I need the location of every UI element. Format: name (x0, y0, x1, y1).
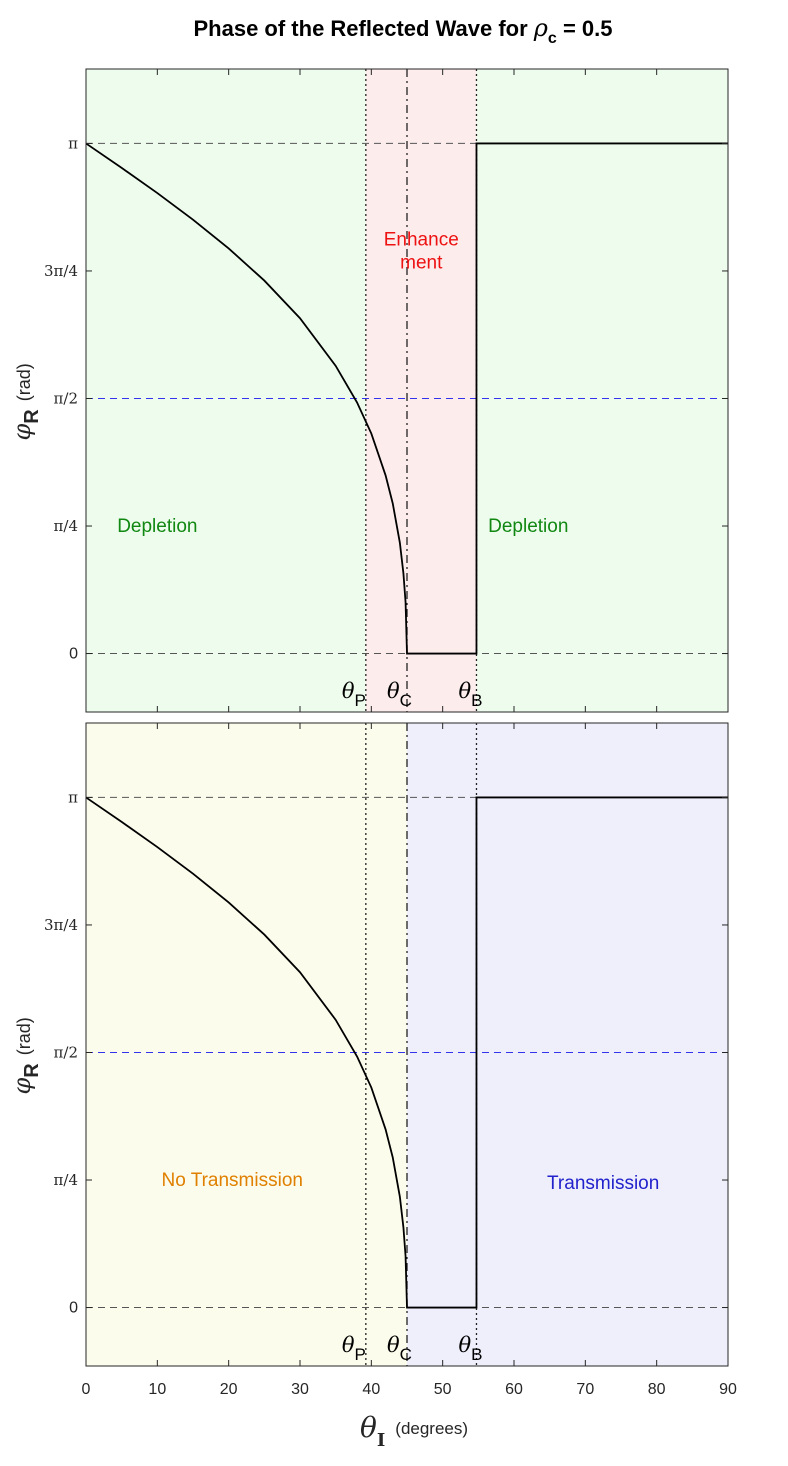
top-marker-symbol-P: θ (342, 679, 355, 703)
top-marker-subscript-B: B (471, 691, 482, 710)
bottom-x-tick-label: 0 (82, 1381, 91, 1398)
top-marker-subscript-P: P (354, 691, 365, 710)
top-marker-label-C: θC (387, 679, 412, 710)
bottom-y-axis-symbol: φ (8, 1078, 36, 1095)
top-marker-label-P: θP (342, 679, 366, 710)
bottom-marker-label-C: θC (387, 1333, 412, 1364)
bottom-x-tick-label: 30 (291, 1381, 309, 1398)
bottom-x-tick-label: 20 (220, 1381, 238, 1398)
top-y-tick-label: π/2 (54, 389, 78, 407)
bottom-phase-curve (85, 796, 728, 1309)
top-region-label-right: Depletion (488, 516, 568, 537)
top-marker-symbol-B: θ (458, 679, 471, 703)
chart-title-suffix: = 0.5 (562, 16, 613, 41)
top-region-green-2 (476, 69, 728, 712)
bottom-x-axis-subscript: I (377, 1430, 385, 1451)
bottom-axes-frame (85, 722, 729, 1367)
top-marker-label-B: θB (458, 679, 482, 710)
top-region-green-0 (86, 69, 366, 712)
bottom-y-tick-label: π (68, 788, 78, 806)
top-y-axis-symbol: φ (8, 424, 36, 441)
bottom-x-tick-label: 60 (505, 1381, 523, 1398)
top-region-label-left: Depletion (117, 516, 197, 537)
bottom-x-tick-label: 40 (362, 1381, 380, 1398)
chart-title-subscript: c (547, 30, 557, 47)
bottom-marker-label-B: θB (458, 1333, 482, 1364)
top-axes-frame (85, 68, 729, 713)
bottom-region-yellow-0 (86, 723, 407, 1366)
bottom-y-axis-subscript: R (21, 1063, 43, 1078)
bottom-marker-label-P: θP (342, 1333, 366, 1364)
bottom-x-axis-label: θI (degrees) (360, 1411, 468, 1451)
top-y-tick-label: π (68, 134, 78, 152)
bottom-y-axis-unit: (rad) (14, 1017, 34, 1055)
chart-title-text: Phase of the Reflected Wave for (193, 16, 528, 41)
bottom-region-label-left: No Transmission (161, 1170, 303, 1191)
bottom-y-tick-label: π/2 (54, 1043, 78, 1061)
bottom-marker-subscript-C: C (400, 1345, 412, 1364)
bottom-x-axis-symbol: θ (360, 1411, 377, 1444)
top-y-tick-label: π/4 (54, 517, 78, 535)
top-y-tick-label: 3π/4 (44, 262, 78, 280)
bottom-marker-symbol-B: θ (458, 1333, 471, 1357)
bottom-marker-symbol-P: θ (342, 1333, 355, 1357)
top-phase-curve (85, 142, 728, 655)
chart-title-symbol: ρ (533, 14, 548, 42)
top-y-axis-subscript: R (21, 409, 43, 424)
bottom-y-tick-label: π/4 (54, 1171, 78, 1189)
bottom-x-tick-label: 10 (148, 1381, 166, 1398)
bottom-x-tick-label: 70 (576, 1381, 594, 1398)
bottom-x-tick-label: 80 (648, 1381, 666, 1398)
top-y-axis-label: φR (rad) (8, 363, 43, 440)
bottom-y-tick-label: 3π/4 (44, 916, 78, 934)
top-region-label-middle-2: ment (400, 252, 443, 273)
bottom-y-axis-label: φR (rad) (8, 1017, 43, 1094)
top-region-label-middle-1: Enhance (384, 229, 459, 250)
top-y-tick-label: 0 (69, 646, 78, 663)
top-y-axis-unit: (rad) (14, 363, 34, 401)
bottom-marker-symbol-C: θ (387, 1333, 400, 1357)
top-marker-symbol-C: θ (387, 679, 400, 703)
chart-title: Phase of the Reflected Wave for ρc = 0.5 (0, 14, 788, 47)
bottom-marker-subscript-B: B (471, 1345, 482, 1364)
bottom-x-axis-unit: (degrees) (395, 1419, 468, 1438)
bottom-x-tick-label: 50 (434, 1381, 452, 1398)
bottom-region-label-right: Transmission (547, 1173, 659, 1194)
bottom-x-tick-label: 90 (719, 1381, 737, 1398)
top-region-pink-1 (365, 69, 477, 712)
bottom-region-lavender-1 (407, 723, 728, 1366)
bottom-y-tick-label: 0 (69, 1300, 78, 1317)
bottom-marker-subscript-P: P (354, 1345, 365, 1364)
top-marker-subscript-C: C (400, 691, 412, 710)
